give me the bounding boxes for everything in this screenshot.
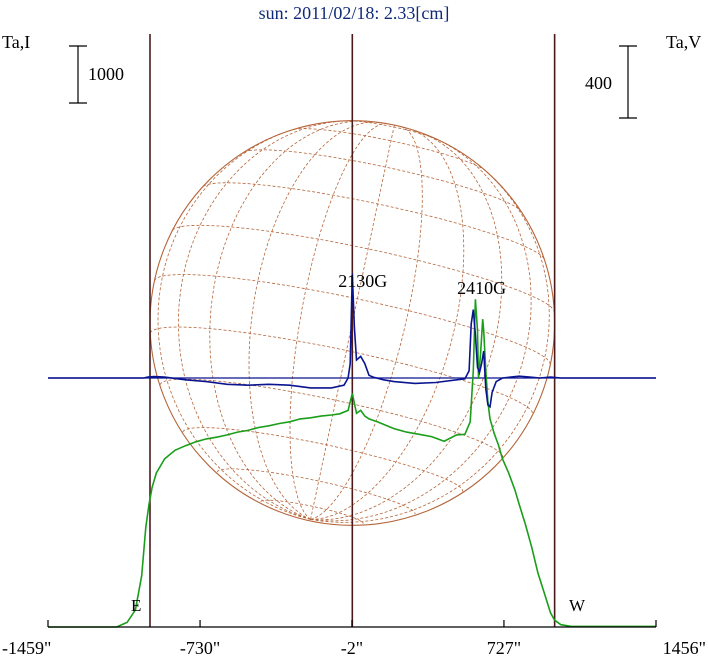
x-tick-label: -1459" <box>2 638 51 658</box>
limb-lines <box>149 34 556 627</box>
disk-grid-line <box>177 120 349 520</box>
disk-grid-line <box>172 224 555 312</box>
x-tick-label: -730" <box>180 638 220 658</box>
west-label: W <box>569 596 586 615</box>
disk-grid-line <box>310 128 465 520</box>
y-axis-label-right: Ta,V <box>666 32 701 52</box>
disk-grid-line <box>202 182 545 260</box>
disk-grid-line <box>289 123 387 520</box>
scale-bar-left <box>69 45 87 104</box>
y-axis-label-left: Ta,I <box>2 32 30 52</box>
series-line-intensity <box>48 299 656 628</box>
scale-bar-right <box>619 45 637 119</box>
solar-disk-grid <box>149 120 556 526</box>
series-line-polarization <box>48 273 656 409</box>
disk-grid-line <box>310 133 503 521</box>
disk-grid-line <box>310 139 532 522</box>
disk-grid-line <box>310 125 395 520</box>
disk-grid-line <box>157 126 311 520</box>
disk-grid-line <box>310 126 423 520</box>
disk-grid-line <box>248 121 379 520</box>
disk-grid-line <box>293 128 485 171</box>
x-tick-label: 1456" <box>663 638 706 658</box>
annotation-label: 2410G <box>457 278 506 298</box>
disk-grid-line <box>209 120 365 520</box>
chart-title: sun: 2011/02/18: 2.33[cm] <box>259 3 450 23</box>
scale-bar-right-label: 400 <box>585 73 612 93</box>
x-tick-label: 727" <box>487 638 521 658</box>
x-tick-label: -2" <box>341 638 363 658</box>
disk-grid-line <box>310 163 550 523</box>
east-label: E <box>131 596 141 615</box>
disk-grid-line <box>216 468 416 515</box>
scale-bar-left-label: 1000 <box>88 64 124 84</box>
annotation-label: 2130G <box>338 271 387 291</box>
